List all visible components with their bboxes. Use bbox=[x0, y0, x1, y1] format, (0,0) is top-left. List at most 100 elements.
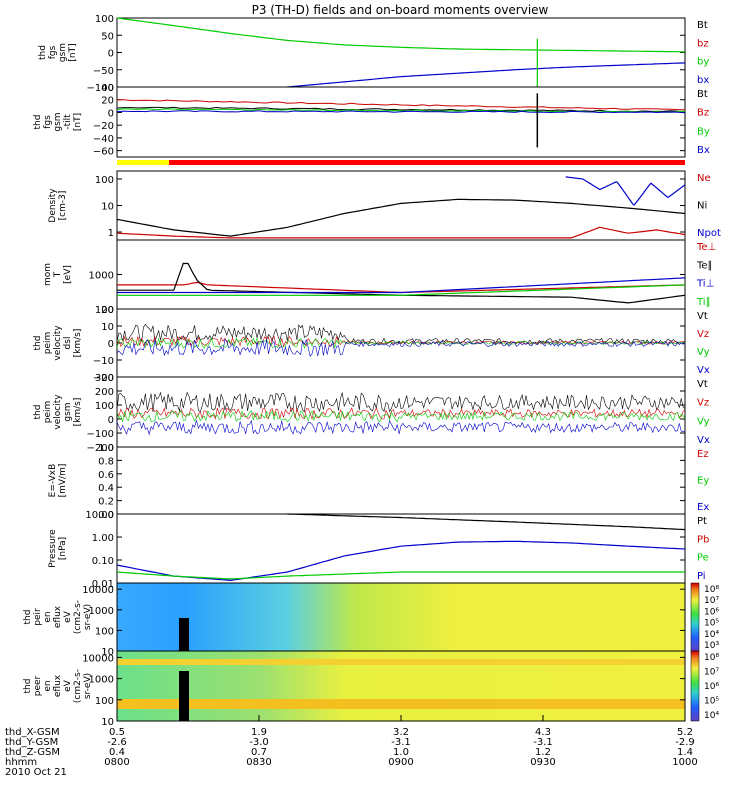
y-tick-label: −20 bbox=[93, 373, 114, 384]
y-tick-label: 100 bbox=[95, 626, 114, 637]
y-axis-label: peir bbox=[33, 608, 43, 626]
y-axis-label: en bbox=[43, 680, 53, 691]
series-line bbox=[116, 338, 686, 357]
footer-row-label: hhmm bbox=[5, 757, 37, 768]
series-line bbox=[116, 323, 686, 344]
y-tick-label: 0 bbox=[108, 49, 114, 60]
panel-6: 1.0 0.8 0.6 0.4 0.2 0.0 E=-VxB [mV/m] Ez Ey Ex bbox=[48, 443, 709, 521]
legend-entry: bx bbox=[697, 75, 709, 86]
y-tick-label: −10 bbox=[93, 356, 114, 367]
y-tick-label: −50 bbox=[93, 66, 114, 77]
footer-value: 0800 bbox=[104, 757, 129, 768]
y-tick-label: −60 bbox=[93, 147, 114, 158]
panel-1: 40 200 −20 −40 −60 thd fgs gsm -tilt [nT] Bt Bz By Bx bbox=[33, 83, 710, 158]
y-axis-label: thd bbox=[38, 45, 48, 60]
y-axis-label: peer bbox=[33, 675, 43, 696]
panel-3: 1000 100 mom T [eV] Te⊥ Te∥ Ti⊥ Ti∥ bbox=[43, 239, 716, 316]
legend-entry: Vt bbox=[697, 379, 708, 390]
mode-bar-burst bbox=[169, 160, 685, 165]
y-tick-label: −20 bbox=[93, 121, 114, 132]
figure-title: P3 (TH-D) fields and on-board moments ov… bbox=[252, 3, 549, 17]
y-tick-label: 0 bbox=[108, 339, 114, 350]
y-axis-label: [mV/m] bbox=[58, 464, 68, 498]
legend-entry: Vx bbox=[697, 435, 710, 446]
y-tick-label: 40 bbox=[101, 83, 114, 94]
y-tick-label: 0 bbox=[108, 415, 114, 426]
y-axis-label: [km/s] bbox=[73, 398, 83, 427]
footer-value: 0.5 bbox=[109, 727, 125, 738]
footer-value: -2.9 bbox=[675, 737, 695, 748]
legend-entry: Ne bbox=[697, 173, 711, 184]
legend-entry: bz bbox=[697, 38, 709, 49]
y-axis-label: en bbox=[43, 611, 53, 622]
footer-value: -2.6 bbox=[107, 737, 127, 748]
y-tick-label: 100 bbox=[95, 305, 114, 316]
y-tick-label: 100 bbox=[95, 401, 114, 412]
footer-value: 0900 bbox=[388, 757, 413, 768]
y-tick-label: 0.8 bbox=[98, 456, 114, 467]
series-line bbox=[116, 99, 686, 111]
footer-value: 1000 bbox=[672, 757, 697, 768]
y-axis-label: [cm-3] bbox=[58, 191, 68, 221]
legend-entry: Bt bbox=[697, 89, 708, 100]
series-line bbox=[287, 513, 686, 531]
colorbar-tick: 10⁵ bbox=[704, 697, 719, 707]
y-tick-label: 1000 bbox=[89, 606, 114, 617]
y-tick-label: 100 bbox=[95, 696, 114, 707]
y-tick-label: 20 bbox=[101, 96, 114, 107]
footer-date: 2010 Oct 21 bbox=[5, 767, 67, 778]
y-axis-label: eflux bbox=[53, 605, 63, 628]
y-axis-label: mom bbox=[43, 263, 53, 286]
series-line bbox=[116, 110, 686, 114]
y-axis-label: fgs bbox=[48, 45, 58, 59]
colorbar-tick: 10⁷ bbox=[704, 668, 719, 678]
panel-frame bbox=[116, 376, 686, 448]
series-line bbox=[116, 571, 685, 580]
legend-entry: Ez bbox=[697, 449, 709, 460]
y-tick-label: 1.00 bbox=[92, 533, 114, 544]
y-tick-label: 10 bbox=[101, 322, 114, 333]
footer-value: -3.1 bbox=[391, 737, 411, 748]
colorbar-tick: 10⁷ bbox=[704, 596, 719, 606]
colorbar bbox=[690, 582, 700, 652]
footer-value: 0930 bbox=[530, 757, 555, 768]
y-axis-label: thd bbox=[33, 336, 43, 351]
y-tick-label: −100 bbox=[87, 83, 114, 94]
series-line bbox=[116, 106, 686, 113]
footer-row-label: thd_Z-GSM bbox=[5, 747, 60, 758]
legend-entry: Vx bbox=[697, 365, 710, 376]
legend-entry: Ti∥ bbox=[696, 297, 711, 308]
series-line bbox=[117, 277, 686, 294]
y-axis-label: Density bbox=[48, 188, 58, 223]
y-tick-label: 1 bbox=[108, 228, 114, 239]
panel-frame bbox=[116, 513, 686, 584]
footer-value: 0.7 bbox=[251, 747, 267, 758]
colorbar bbox=[690, 650, 700, 722]
footer-row-label: thd_Y-GSM bbox=[5, 737, 58, 748]
y-axis-label: sr-eV) bbox=[83, 604, 93, 630]
y-axis-label: T bbox=[53, 271, 63, 278]
footer-value: -3.0 bbox=[249, 737, 269, 748]
footer-value: 1.4 bbox=[677, 747, 693, 758]
legend-entry: Pe bbox=[697, 553, 709, 564]
y-axis-label: sr-eV) bbox=[83, 673, 93, 699]
y-axis-label: thd bbox=[33, 115, 43, 130]
y-axis-label: [km/s] bbox=[73, 329, 83, 358]
panel-0: 100 50 0 −50 −100 thd fgs gsm [nT] Bt bz by bx bbox=[38, 14, 709, 94]
spectrogram-band bbox=[117, 659, 685, 665]
y-axis-label: gsm bbox=[58, 43, 68, 62]
series-line bbox=[116, 198, 686, 237]
data-gap bbox=[179, 671, 189, 721]
y-axis-label: -tilt bbox=[63, 114, 73, 130]
y-tick-label: 1.0 bbox=[98, 443, 114, 454]
series-line bbox=[116, 391, 686, 413]
y-axis-label: thd bbox=[23, 610, 33, 625]
y-tick-label: −200 bbox=[87, 443, 114, 454]
y-axis-label: thd bbox=[33, 405, 43, 420]
panel-2: 100 10 1 Density [cm-3] Ne Ni Npot bbox=[48, 170, 721, 241]
y-axis-label: [nT] bbox=[68, 43, 78, 61]
legend-entry: By bbox=[697, 126, 710, 137]
legend-entry: Bt bbox=[697, 20, 708, 31]
